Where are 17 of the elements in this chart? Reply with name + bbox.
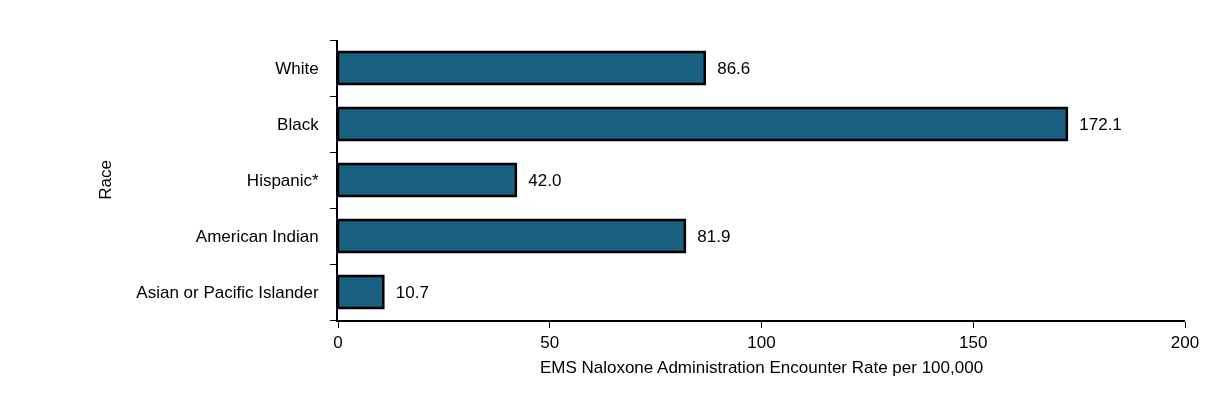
y-tick-label: Asian or Pacific Islander <box>136 282 333 302</box>
data-label: 81.9 <box>687 226 731 246</box>
data-label: 172.1 <box>1069 114 1122 134</box>
y-axis-title: Race <box>96 160 116 200</box>
x-tick-label: 200 <box>1170 333 1200 353</box>
x-tick-label: 0 <box>333 333 343 353</box>
y-tick-label: Hispanic* <box>246 170 333 190</box>
data-label: 86.6 <box>707 58 751 78</box>
y-tick-label: American Indian <box>195 226 333 246</box>
x-tick-label: 150 <box>959 333 988 353</box>
x-tick-label: 50 <box>540 333 560 353</box>
y-tick-label: Black <box>277 114 333 134</box>
x-tick-label: 100 <box>747 333 776 353</box>
y-tick-label: White <box>275 58 333 78</box>
x-axis-title: EMS Naloxone Administration Encounter Rate per 100,000 <box>539 358 984 378</box>
data-label: 42.0 <box>518 170 562 190</box>
data-label: 10.7 <box>386 282 429 302</box>
